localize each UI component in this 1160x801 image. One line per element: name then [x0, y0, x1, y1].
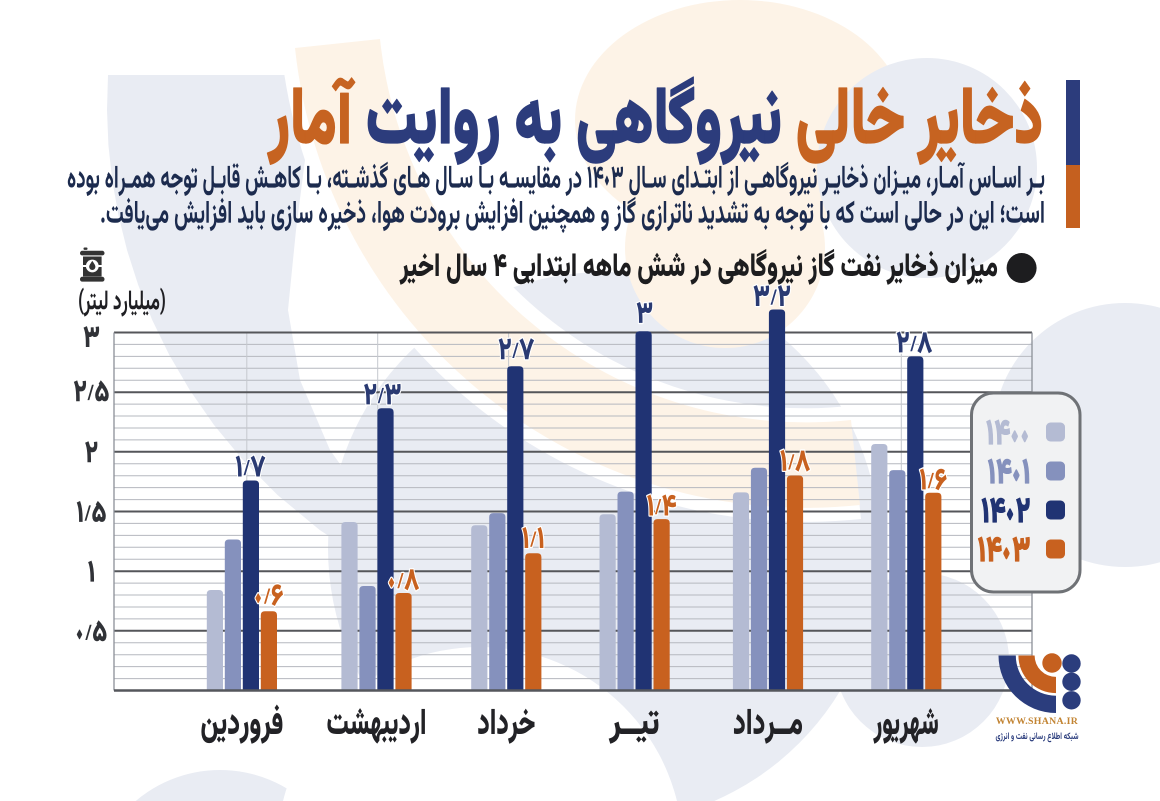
svg-text:WWW.SHANA.IR: WWW.SHANA.IR [996, 716, 1079, 727]
